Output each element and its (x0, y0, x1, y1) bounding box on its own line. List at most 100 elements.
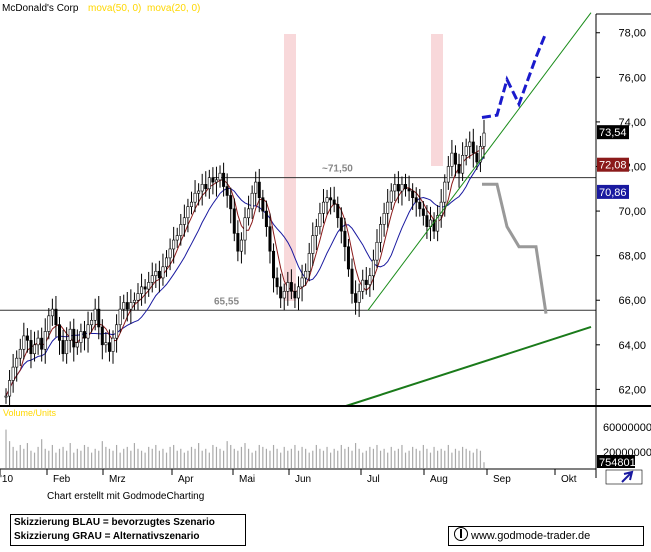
price-candle-body (257, 181, 261, 198)
price-candle-body (179, 224, 183, 236)
price-candle-body (36, 337, 40, 346)
price-candle-body (65, 340, 69, 355)
uptrend-line-short (367, 12, 592, 311)
price-candle-body (404, 184, 408, 190)
price-candle-body (396, 184, 400, 192)
volume-bar (340, 444, 342, 468)
volume-bar (422, 444, 424, 468)
price-candle-body (293, 291, 297, 299)
y-tick-label: 62,00 (618, 384, 646, 396)
volume-bar (33, 452, 36, 468)
volume-bar (83, 444, 86, 468)
volume-bar (479, 450, 482, 468)
price-candle-body (432, 219, 436, 232)
volume-bar (87, 446, 89, 468)
volume-bar (187, 450, 189, 468)
info-icon (454, 527, 468, 541)
price-candle-body (229, 195, 233, 210)
volume-bar (62, 446, 64, 468)
price-candle-body (279, 286, 283, 299)
price-candle-body (400, 184, 404, 192)
volume-bar (276, 448, 278, 468)
price-candle-body (132, 299, 136, 303)
price-candle-body (325, 197, 329, 203)
price-candle-body (386, 201, 390, 214)
price-candle-body (389, 190, 393, 203)
price-candle-body (107, 342, 111, 352)
volume-bar (76, 448, 78, 468)
price-candle-body (211, 177, 215, 183)
scenario-legend: Skizzierung BLAU = bevorzugtes Szenario … (10, 514, 246, 546)
volume-bar (383, 448, 385, 468)
price-candle-body (111, 337, 115, 352)
volume-bar (262, 446, 264, 468)
price-candle-body (275, 277, 279, 288)
price-label: 70,86 (599, 187, 627, 199)
volume-bar (337, 450, 339, 468)
price-candle-body (232, 208, 236, 234)
price-candle-body (172, 239, 176, 250)
price-candle-body (236, 233, 240, 252)
indicator-ma20: mova(20, 0) (147, 3, 200, 14)
y-tick-label: 76,00 (618, 72, 646, 84)
volume-bar (322, 450, 325, 468)
x-tick-label: Mai (239, 474, 255, 485)
volume-bar (287, 450, 289, 468)
x-tick-label: Apr (178, 474, 194, 485)
price-candle-body (18, 348, 22, 359)
price-candle-body (100, 326, 104, 346)
volume-bar (94, 448, 96, 468)
price-candle-body (68, 328, 72, 341)
x-tick-label: Jul (367, 474, 380, 485)
volume-bar (165, 452, 168, 468)
price-candle-body (272, 250, 276, 279)
volume-bar (222, 450, 225, 468)
legend-blue-scenario: Skizzierung BLAU = bevorzugtes Szenario (14, 517, 215, 528)
price-candle-body (218, 172, 222, 181)
volume-bar (230, 444, 232, 468)
price-candle-body (22, 335, 26, 350)
x-tick-label: Feb (53, 474, 71, 485)
website-link[interactable]: www.godmode-trader.de (448, 526, 644, 546)
price-candle-body (439, 201, 443, 216)
price-candle-body (82, 331, 86, 339)
price-candle-body (446, 166, 450, 183)
price-candle-body (482, 132, 486, 147)
volume-bar (137, 448, 139, 468)
volume-tick-label: 60000000 (603, 422, 651, 434)
volume-bar (347, 446, 350, 468)
price-candle-body (122, 302, 126, 310)
volume-bar (51, 444, 53, 468)
volume-bar (158, 450, 160, 468)
price-bars (4, 119, 486, 407)
price-candle-body (75, 342, 79, 348)
volume-bar (173, 444, 175, 468)
volume-bar (283, 446, 285, 468)
volume-bar (365, 450, 367, 468)
price-candle-body (4, 395, 8, 398)
volume-bar (212, 444, 214, 468)
volume-bar (469, 450, 471, 468)
price-candle-body (321, 201, 325, 214)
volume-bar (465, 448, 467, 468)
x-tick-label: Okt (561, 474, 577, 485)
price-candle-body (125, 302, 129, 310)
volume-bar (326, 446, 328, 468)
volume-bar (247, 448, 250, 468)
level-label-resistance: ~71,50 (322, 164, 353, 175)
price-candle-body (339, 217, 343, 232)
y-tick-label: 66,00 (618, 295, 646, 307)
price-candle-body (118, 308, 122, 326)
volume-bar (429, 452, 432, 468)
volume-bar (130, 450, 132, 468)
website-url: www.godmode-trader.de (471, 530, 591, 542)
volume-bar (358, 448, 360, 468)
price-candle-body (254, 181, 258, 194)
volume-bar (73, 452, 75, 468)
price-candle-body (307, 253, 311, 272)
price-candle-body (182, 217, 186, 225)
price-candle-body (314, 226, 318, 236)
volume-bar (98, 450, 100, 468)
price-candle-body (457, 163, 461, 174)
volume-bar (330, 452, 332, 468)
